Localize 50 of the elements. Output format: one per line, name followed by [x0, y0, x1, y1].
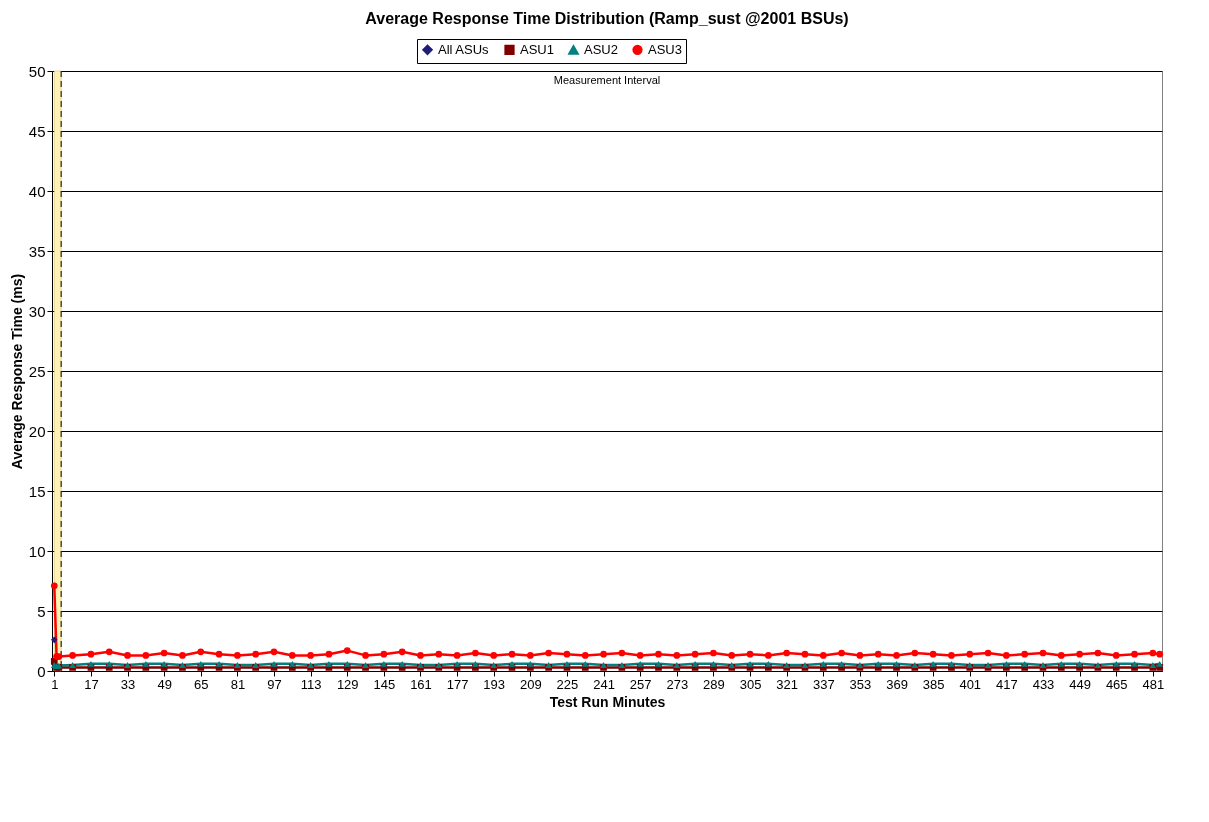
- x-tick-label: 401: [959, 676, 982, 692]
- x-tick-label: 449: [1069, 676, 1091, 692]
- y-tick-label: 20: [28, 422, 46, 440]
- chart-title: Average Response Time Distribution (Ramp_sust @2001 BSUs): [365, 9, 849, 27]
- y-tick-label: 45: [28, 122, 46, 140]
- x-tick-label: 321: [776, 676, 799, 692]
- x-tick-label: 1: [51, 676, 59, 692]
- x-tick-label: 49: [157, 676, 172, 692]
- x-tick-label: 177: [446, 676, 469, 692]
- y-tick-label: 0: [37, 662, 46, 680]
- y-tick-label: 5: [37, 602, 46, 620]
- x-tick-label: 353: [849, 676, 872, 692]
- x-tick-label: 465: [1105, 676, 1128, 692]
- x-tick-label: 97: [267, 676, 282, 692]
- x-tick-label: 33: [120, 676, 136, 692]
- x-tick-label: 289: [703, 676, 725, 692]
- y-tick-label: 10: [28, 542, 46, 560]
- x-tick-label: 209: [519, 676, 542, 692]
- legend-label: ASU2: [584, 42, 618, 58]
- y-tick-label: 35: [28, 242, 46, 260]
- x-tick-label: 241: [593, 676, 615, 692]
- x-tick-label: 433: [1032, 676, 1055, 692]
- x-tick-label: 17: [84, 676, 99, 692]
- y-tick-label: 30: [28, 302, 46, 320]
- x-tick-label: 481: [1142, 676, 1165, 692]
- x-tick-label: 305: [739, 676, 762, 692]
- legend-label: ASU3: [648, 41, 682, 57]
- x-axis-title: Test Run Minutes: [549, 693, 666, 710]
- x-tick-label: 113: [300, 676, 322, 692]
- legend-label: All ASUs: [438, 41, 490, 57]
- annotation: Measurement Interval: [553, 74, 661, 86]
- y-tick-label: 15: [28, 482, 46, 500]
- x-tick-label: 417: [996, 676, 1018, 692]
- y-tick-label: 40: [28, 182, 46, 200]
- x-tick-label: 225: [556, 676, 579, 692]
- y-axis-title: Average Response Time (ms): [8, 273, 25, 470]
- x-tick-label: 193: [483, 676, 506, 692]
- y-tick-label: 50: [28, 62, 46, 80]
- x-tick-label: 385: [922, 676, 945, 692]
- x-tick-label: 65: [194, 676, 209, 692]
- x-tick-label: 257: [629, 676, 652, 692]
- legend-label: ASU1: [520, 41, 554, 57]
- y-tick-label: 25: [28, 362, 46, 380]
- x-tick-label: 129: [336, 676, 359, 692]
- x-tick-label: 369: [886, 676, 908, 692]
- x-tick-label: 81: [230, 676, 246, 692]
- x-tick-label: 161: [410, 676, 432, 692]
- x-tick-label: 273: [666, 676, 689, 692]
- x-tick-label: 337: [812, 676, 835, 692]
- x-tick-label: 145: [373, 676, 396, 692]
